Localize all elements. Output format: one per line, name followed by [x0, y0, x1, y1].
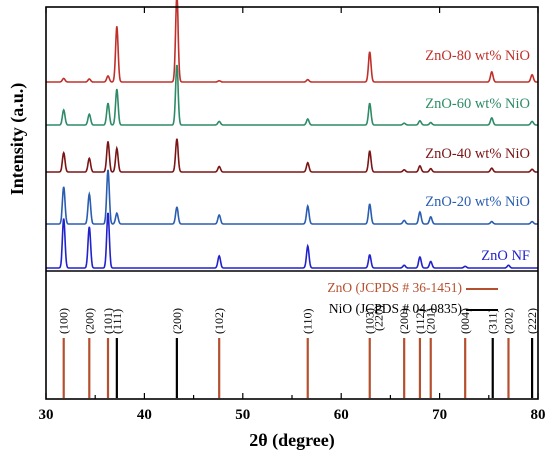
series-label-2: ZnO-20 wt% NiO — [425, 194, 530, 210]
x-tick-label-40: 40 — [137, 407, 152, 423]
series-line-5 — [46, 0, 538, 83]
series-line-4 — [46, 64, 538, 126]
hkl-label-16: (222) — [525, 308, 539, 334]
hkl-label-8: (103) — [363, 308, 377, 334]
legend-label-zno-reference: ZnO (JCPDS # 36-1451) — [327, 280, 462, 295]
hkl-label-3: (101) — [101, 308, 115, 334]
series-layer: ZnO NF ZnO-20 wt% NiO ZnO-40 wt% NiO ZnO-60… — [46, 0, 538, 269]
x-tick-label-60: 60 — [334, 407, 349, 423]
x-tick-label-30: 30 — [39, 407, 54, 423]
hkl-label-14: (311) — [486, 308, 500, 334]
hkl-label-9: (220) — [372, 305, 386, 331]
x-axis-title: 2θ (degree) — [249, 430, 335, 451]
series-line-3 — [46, 138, 538, 173]
hkl-label-4: (111) — [110, 309, 124, 334]
series-label-3: ZnO-40 wt% NiO — [425, 146, 530, 162]
series-label-5: ZnO-80 wt% NiO — [425, 48, 530, 64]
x-tick-label-70: 70 — [432, 407, 447, 423]
hkl-label-15: (202) — [501, 308, 515, 334]
hkl-label-1: (100) — [57, 308, 71, 334]
hkl-label-11: (112) — [413, 308, 427, 334]
series-line-1 — [46, 212, 538, 269]
series-line-2 — [46, 169, 538, 225]
x-tick-label-80: 80 — [531, 407, 546, 423]
hkl-label-6: (102) — [212, 308, 226, 334]
reference-layer: (100) (200) (101)(111) (200) (102) (110) (103)… — [57, 305, 539, 398]
y-axis-title: Intensity (a.u.) — [7, 83, 28, 196]
reference-legend: ZnO (JCPDS # 36-1451) NiO (JCPDS # 04-08… — [327, 280, 498, 316]
legend-label-nio-reference: NiO (JCPDS # 04-0835) — [329, 301, 462, 316]
x-axis: 30 40 50 60 70 80 — [39, 7, 546, 423]
x-tick-label-50: 50 — [235, 407, 250, 423]
hkl-label-13: (004) — [458, 308, 472, 334]
series-label-1: ZnO NF — [481, 248, 530, 264]
series-label-4: ZnO-60 wt% NiO — [425, 96, 530, 112]
hkl-label-10: (200) — [397, 308, 411, 334]
hkl-label-12: (201) — [424, 308, 438, 334]
hkl-label-5: (200) — [170, 308, 184, 334]
hkl-label-2: (200) — [82, 308, 96, 334]
hkl-label-7: (110) — [301, 308, 315, 334]
